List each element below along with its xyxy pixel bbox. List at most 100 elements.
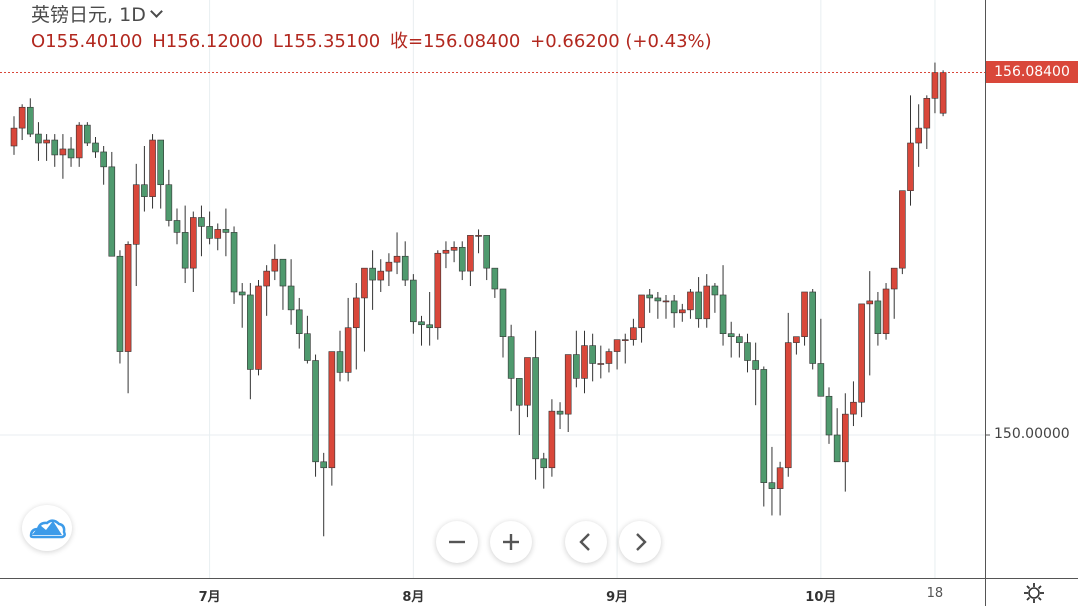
logo-button[interactable] — [22, 505, 72, 551]
candle-down — [173, 220, 181, 233]
candle-up — [931, 72, 939, 99]
scroll-left-button[interactable] — [565, 521, 607, 563]
candle-up — [801, 291, 808, 337]
candle-up — [328, 351, 336, 469]
symbol-name: 英镑日元 — [31, 4, 108, 26]
candle-down — [247, 294, 254, 370]
candle-down — [206, 226, 213, 239]
candle-up — [638, 294, 645, 329]
scroll-right-button[interactable] — [619, 521, 661, 563]
candle-up — [858, 303, 865, 403]
candle-up — [678, 309, 686, 314]
candle-down — [369, 267, 376, 281]
candle-down — [695, 291, 702, 320]
candle-up — [630, 327, 637, 340]
candle-down — [295, 309, 303, 334]
candle-down — [719, 294, 727, 334]
candle-up — [361, 267, 368, 299]
symbol-title[interactable]: 英镑日元, 1D — [31, 2, 716, 30]
candle-up — [393, 255, 401, 263]
candle-up — [687, 291, 694, 311]
candle-up — [605, 351, 613, 364]
candle-down — [711, 285, 719, 296]
chevron-right-icon — [636, 533, 647, 551]
candle-down — [556, 410, 564, 415]
candle-down — [157, 139, 164, 186]
candle-up — [190, 217, 197, 269]
candle-up — [132, 184, 140, 245]
candle-up — [564, 354, 572, 415]
candle-up — [890, 267, 898, 290]
candle-down — [426, 324, 433, 329]
x-tick-label: 18 — [926, 586, 944, 601]
chart-legend: 英镑日元, 1D O155.40100 H156.12000 L155.3510… — [31, 2, 716, 56]
candle-down — [491, 267, 499, 290]
candle-up — [344, 327, 352, 373]
gear-icon[interactable] — [1023, 582, 1045, 604]
y-tick-label: 150.00000 — [994, 425, 1070, 442]
candle-up — [621, 339, 629, 341]
zoom-out-button[interactable] — [436, 521, 478, 563]
candle-up — [915, 127, 922, 144]
candle-up — [524, 357, 531, 406]
candle-down — [727, 333, 735, 337]
candle-up — [352, 297, 360, 329]
close-value: 收=156.08400 — [389, 31, 521, 52]
candle-up — [255, 285, 262, 370]
plus-icon — [503, 534, 519, 550]
candle-up — [923, 98, 931, 129]
candle-up — [841, 413, 849, 463]
candle-down — [279, 258, 287, 287]
chevron-down-icon[interactable] — [149, 5, 163, 18]
candle-down — [532, 357, 539, 460]
ohlc-values: O155.40100 H156.12000 L155.35100 收=156.0… — [31, 30, 716, 56]
candle-down — [84, 124, 91, 144]
candle-down — [768, 482, 776, 489]
candle-down — [540, 458, 548, 469]
candle-up — [271, 258, 279, 272]
chevron-left-icon — [579, 533, 590, 551]
minus-icon — [449, 540, 465, 544]
candle-up — [43, 139, 50, 144]
candle-up — [882, 288, 890, 334]
candle-down — [752, 360, 759, 370]
candle-down — [833, 434, 841, 463]
candle-down — [230, 232, 238, 293]
candle-up — [581, 345, 588, 379]
candle-down — [809, 291, 817, 364]
candle-down — [304, 333, 311, 361]
candle-down — [108, 166, 116, 257]
candle-down — [589, 345, 596, 364]
x-tick-label: 10月 — [805, 590, 837, 605]
candle-up — [703, 285, 711, 320]
candle-down — [507, 336, 515, 379]
candle-up — [776, 467, 784, 489]
candle-down — [51, 139, 59, 156]
candle-down — [515, 378, 523, 406]
candle-up — [662, 300, 670, 303]
candle-up — [784, 342, 792, 469]
candle-down — [287, 285, 295, 311]
x-tick-label: 7月 — [198, 590, 221, 605]
candle-down — [401, 255, 409, 281]
candle-down — [670, 300, 678, 314]
candle-up — [442, 249, 450, 254]
candle-up — [149, 139, 156, 197]
change-value: +0.66200 (+0.43%) — [530, 31, 712, 52]
candle-down — [483, 235, 491, 269]
candle-down — [499, 288, 507, 337]
interval-label: 1D — [119, 4, 146, 26]
candle-down — [312, 360, 319, 463]
candles — [10, 62, 947, 537]
candle-up — [10, 127, 18, 147]
zoom-in-button[interactable] — [490, 521, 532, 563]
candle-up — [385, 261, 393, 272]
candle-down — [181, 232, 189, 269]
candle-up — [907, 142, 914, 191]
candle-up — [548, 410, 556, 469]
candle-down — [116, 255, 124, 352]
candle-up — [597, 363, 605, 365]
